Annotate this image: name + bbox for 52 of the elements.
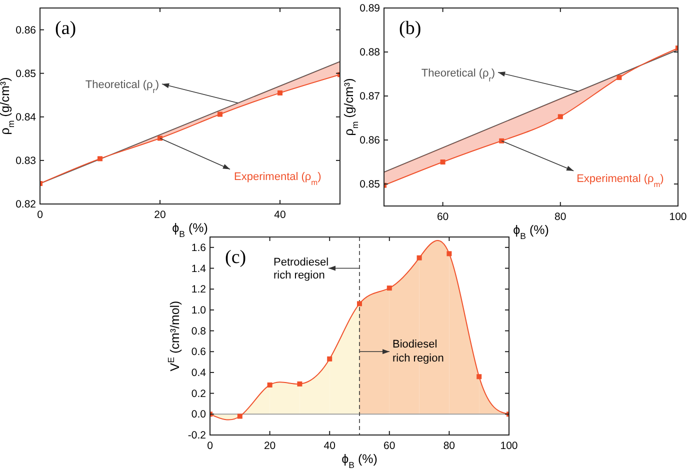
text: (b) (399, 18, 422, 39)
y-tick-label: 0.89 (360, 2, 380, 14)
y-tick-label: 0.4 (191, 366, 206, 379)
point (499, 138, 504, 144)
x-axis-title: ϕ$_{B}$ (%) (172, 221, 208, 239)
x-tick-label: 60 (384, 440, 396, 452)
x-tick-label: 0 (207, 440, 214, 452)
x-tick-label: 40 (324, 440, 336, 452)
y-tick-label: 0.6 (191, 346, 206, 358)
x-tick-label: 100 (669, 211, 687, 223)
text: (c) (225, 247, 246, 268)
x-tick-label: 0 (37, 209, 44, 221)
y-tick-label: 0.85 (360, 178, 380, 190)
text: Experimental (ρ$_{m}$) (576, 172, 664, 188)
x-axis-title: ϕ$_{B}$ (%) (342, 452, 378, 470)
point (158, 136, 162, 141)
point (440, 160, 446, 164)
point (558, 114, 563, 120)
x-tick-label: 20 (264, 440, 276, 452)
y-tick-label: 1.6 (191, 242, 206, 254)
text: Theoretical (ρ$_{r}$) (421, 67, 496, 83)
y-tick-label: 0.0 (191, 408, 206, 421)
annotation: Biodiesel rich region (392, 338, 444, 365)
text: Experimental (ρ$_{m}$) (234, 171, 322, 187)
x-axis-title: ϕ$_{B}$ (%) (513, 223, 549, 241)
text: (a) (55, 18, 76, 39)
x-tick-label: 80 (554, 211, 566, 223)
y-tick-label: 0.88 (360, 46, 380, 58)
y-tick-label: 0.2 (191, 388, 206, 400)
x-tick-label: 20 (154, 209, 166, 221)
y-tick-label: 0.87 (360, 90, 380, 102)
y-tick-label: 0.86 (360, 134, 380, 146)
point (98, 156, 102, 162)
y-tick-label: 0.83 (16, 154, 36, 167)
point (218, 112, 222, 117)
text: Theoretical (ρ$_{r}$) (85, 79, 159, 95)
point (278, 90, 282, 96)
y-tick-label: 1.4 (191, 262, 206, 275)
x-tick-label: 40 (274, 209, 286, 221)
x-tick-label: 100 (500, 440, 518, 452)
y-tick-label: 0.84 (16, 111, 36, 124)
y-tick-label: 1.0 (191, 304, 206, 316)
y-tick-label: -0.2 (188, 430, 206, 442)
y-tick-label: 0.8 (191, 325, 206, 338)
annotation: Petrodiesel rich region (274, 256, 329, 282)
y-tick-label: 0.86 (16, 24, 36, 36)
y-tick-label: 0.82 (16, 198, 36, 210)
y-tick-label: 1.2 (191, 284, 206, 296)
x-tick-label: 80 (443, 440, 456, 452)
point (616, 75, 622, 80)
x-tick-label: 60 (436, 211, 449, 223)
y-tick-label: 0.85 (16, 68, 36, 80)
